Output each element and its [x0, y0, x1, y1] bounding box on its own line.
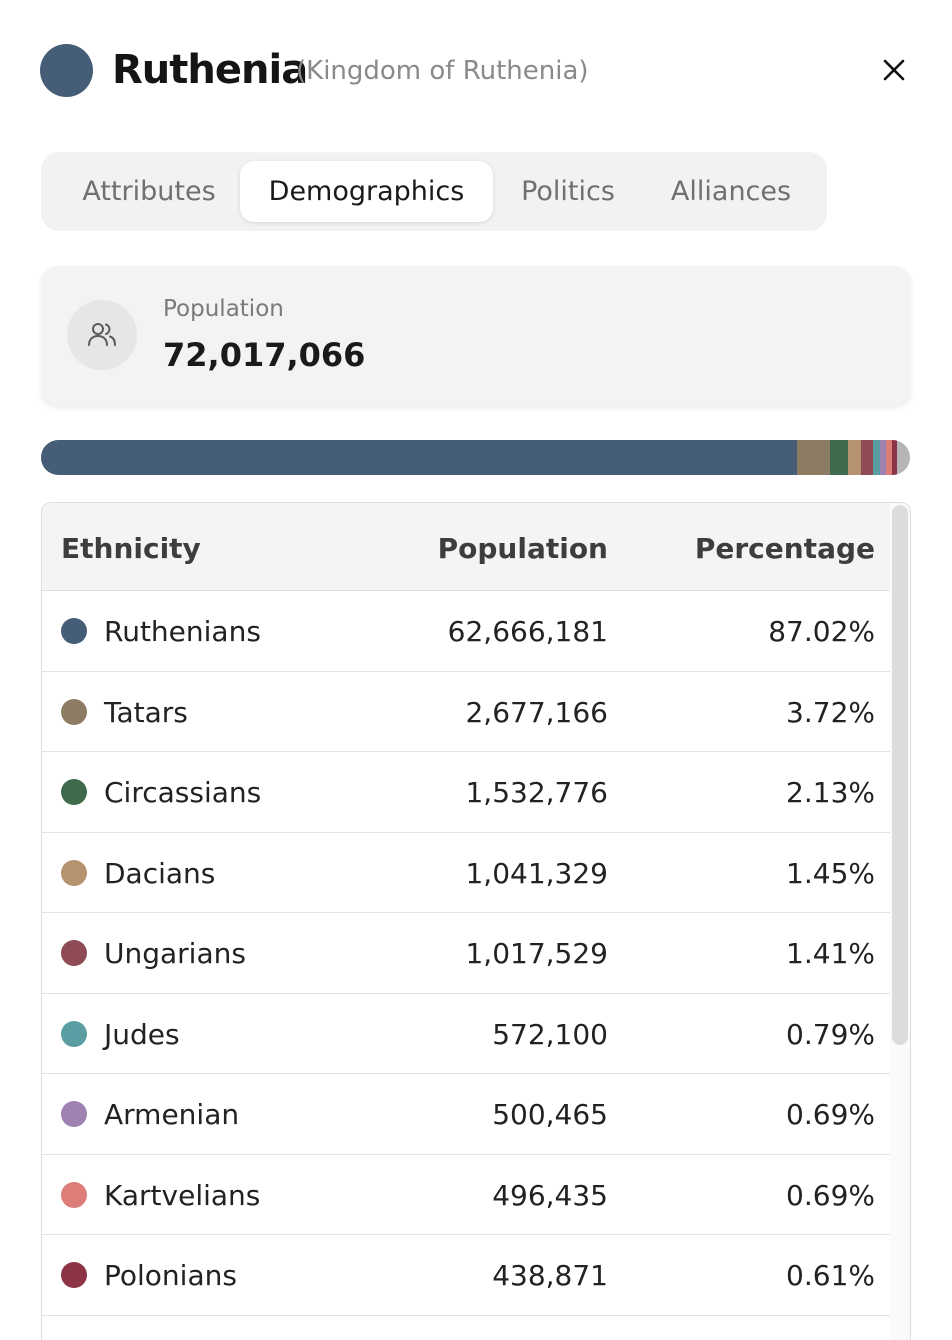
bar-segment[interactable]	[797, 440, 830, 475]
country-header: Ruthenia (Kingdom of Ruthenia)	[40, 42, 912, 98]
ethnicity-color-dot	[61, 618, 87, 644]
ethnicity-population: 62,666,181	[447, 615, 608, 648]
ethnicity-color-dot	[61, 1181, 87, 1208]
ethnicity-percentage: 3.72%	[786, 695, 875, 729]
ethnicity-color-dot	[61, 1262, 87, 1288]
ethnicity-percentage: 87.02%	[768, 615, 875, 648]
table-row[interactable]: Kartvelians 496,435 0.69%	[42, 1155, 892, 1235]
ethnicity-color-dot	[61, 1020, 87, 1047]
ethnicity-percentage: 2.13%	[786, 776, 875, 809]
ethnicity-percentage: 0.69%	[786, 1178, 875, 1212]
ethnicity-color-dot	[61, 859, 87, 886]
table-row[interactable]: Dacians 1,041,329 1.45%	[42, 833, 892, 913]
ethnicity-percentage: 1.41%	[786, 937, 875, 970]
ethnicity-percentage: 0.69%	[786, 1098, 875, 1131]
ethnicity-population: 1,041,329	[465, 856, 608, 890]
tab-politics[interactable]: Politics	[521, 176, 615, 207]
bar-segment[interactable]	[891, 440, 897, 475]
ethnicity-name: Dacians	[104, 856, 216, 890]
tab-bar: Attributes Demographics Politics Allianc…	[41, 152, 827, 231]
country-color-dot	[40, 44, 93, 97]
bar-segment[interactable]	[41, 440, 798, 475]
ethnicity-distribution-bar	[41, 440, 910, 475]
ethnicity-name: Polonians	[104, 1259, 237, 1292]
ethnicity-population: 500,465	[492, 1098, 608, 1131]
population-label: Population	[163, 296, 284, 322]
table-row[interactable]: Polonians 438,871 0.61%	[42, 1235, 892, 1316]
country-full-name: (Kingdom of Ruthenia)	[296, 56, 589, 86]
table-row[interactable]: Armenian 500,465 0.69%	[42, 1074, 892, 1155]
scrollbar-track[interactable]	[890, 503, 910, 1340]
ethnicity-table: Ethnicity Population Percentage Ruthenia…	[41, 502, 911, 1340]
table-row[interactable]: Ruthenians 62,666,181 87.02%	[42, 591, 892, 672]
table-body: Ruthenians 62,666,181 87.02% Tatars 2,677,16…	[42, 591, 892, 1316]
ethnicity-population: 1,017,529	[465, 937, 608, 970]
column-header-ethnicity[interactable]: Ethnicity	[61, 532, 201, 565]
table-row[interactable]: Tatars 2,677,166 3.72%	[42, 672, 892, 752]
ethnicity-color-dot	[61, 779, 87, 805]
ethnicity-name: Kartvelians	[104, 1178, 261, 1212]
table-row[interactable]: Ungarians 1,017,529 1.41%	[42, 913, 892, 994]
bar-segment[interactable]	[848, 440, 861, 475]
scrollbar-thumb[interactable]	[892, 505, 908, 1045]
bar-segment[interactable]	[879, 440, 886, 475]
ethnicity-color-dot	[61, 940, 87, 966]
tab-demographics[interactable]: Demographics	[240, 161, 493, 222]
population-icon-badge	[67, 300, 137, 370]
bar-segment[interactable]	[860, 440, 873, 475]
ethnicity-name: Ungarians	[104, 937, 246, 970]
tab-alliances[interactable]: Alliances	[670, 176, 792, 207]
ethnicity-population: 438,871	[492, 1259, 608, 1292]
ethnicity-population: 2,677,166	[465, 695, 608, 729]
ethnicity-color-dot	[61, 1101, 87, 1127]
ethnicity-population: 496,435	[492, 1178, 608, 1212]
close-icon	[883, 59, 905, 81]
ethnicity-population: 572,100	[492, 1017, 608, 1051]
column-header-percentage[interactable]: Percentage	[694, 532, 875, 565]
table-row[interactable]: Judes 572,100 0.79%	[42, 994, 892, 1074]
close-button[interactable]	[876, 52, 912, 88]
people-icon	[88, 323, 116, 346]
tab-attributes[interactable]: Attributes	[82, 176, 216, 207]
ethnicity-name: Judes	[104, 1017, 180, 1051]
ethnicity-percentage: 0.61%	[786, 1259, 875, 1292]
country-name: Ruthenia	[112, 47, 308, 93]
ethnicity-name: Armenian	[104, 1098, 240, 1131]
bar-segment[interactable]	[829, 440, 849, 475]
population-value: 72,017,066	[163, 336, 366, 374]
ethnicity-name: Ruthenians	[104, 615, 261, 648]
bar-segment[interactable]	[872, 440, 880, 475]
population-card: Population 72,017,066	[41, 266, 911, 406]
ethnicity-percentage: 0.79%	[786, 1017, 875, 1051]
table-header: Ethnicity Population Percentage	[42, 503, 892, 591]
ethnicity-name: Circassians	[104, 776, 262, 809]
column-header-population[interactable]: Population	[437, 532, 608, 565]
bar-segment[interactable]	[885, 440, 892, 475]
ethnicity-name: Tatars	[104, 695, 188, 729]
ethnicity-color-dot	[61, 698, 87, 725]
table-row[interactable]: Circassians 1,532,776 2.13%	[42, 752, 892, 833]
ethnicity-percentage: 1.45%	[786, 856, 875, 890]
ethnicity-population: 1,532,776	[465, 776, 608, 809]
